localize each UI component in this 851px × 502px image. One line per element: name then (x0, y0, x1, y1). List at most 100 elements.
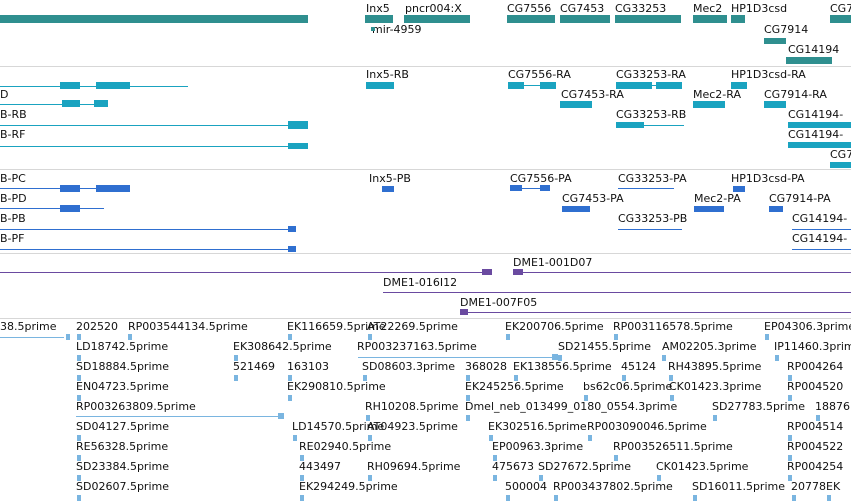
est-label[interactable]: RP004264 (787, 360, 844, 373)
est-feature[interactable] (77, 355, 81, 361)
protein-label[interactable]: B-PC (0, 172, 26, 185)
gene-feature[interactable] (404, 15, 470, 23)
est-feature[interactable] (77, 475, 81, 481)
clone-feature[interactable] (460, 309, 468, 315)
est-label[interactable]: AT22269.5prime (367, 320, 458, 333)
gene-feature[interactable] (365, 15, 393, 23)
est-feature[interactable] (234, 375, 238, 381)
transcript-exon[interactable] (62, 100, 80, 107)
est-label[interactable]: RE56328.5prime (76, 440, 169, 453)
est-label[interactable]: 45124 (621, 360, 656, 373)
est-feature[interactable] (466, 395, 470, 401)
clone-label[interactable]: DME1-007F05 (460, 296, 538, 309)
transcript-label[interactable]: CG7914-RA (764, 88, 827, 101)
est-feature[interactable] (77, 375, 81, 381)
est-label[interactable]: Dmel_neb_013499_0180_0554.3prime (465, 400, 678, 413)
protein-label[interactable]: B-PB (0, 212, 26, 225)
est-label[interactable]: SD16011.5prime (692, 480, 785, 493)
transcript-exon[interactable] (366, 82, 394, 89)
gene-label[interactable]: CG7914 (764, 23, 809, 36)
est-feature[interactable] (584, 395, 588, 401)
transcript-exon[interactable] (788, 122, 851, 128)
protein-feature[interactable] (769, 206, 783, 212)
est-label[interactable]: RH43895.5prime (668, 360, 762, 373)
est-label[interactable]: RP003544134.5prime (128, 320, 248, 333)
protein-label[interactable]: CG7914-PA (769, 192, 831, 205)
gene-feature[interactable] (615, 15, 681, 23)
est-label[interactable]: 475673 (492, 460, 534, 473)
est-label[interactable]: RE02940.5prime (299, 440, 392, 453)
est-label[interactable]: LD18742.5prime (76, 340, 169, 353)
clone-feature[interactable] (482, 269, 492, 275)
est-label[interactable]: SD04127.5prime (76, 420, 169, 433)
protein-feature[interactable] (288, 226, 296, 232)
est-feature[interactable] (77, 395, 81, 401)
est-label[interactable]: SD02607.5prime (76, 480, 169, 493)
protein-label[interactable]: CG7556-PA (510, 172, 572, 185)
est-label[interactable]: SD23384.5prime (76, 460, 169, 473)
est-label[interactable]: RP003237163.5prime (357, 340, 477, 353)
transcript-label[interactable]: CG7556-RA (508, 68, 571, 81)
protein-feature[interactable] (60, 185, 80, 192)
est-feature[interactable] (300, 455, 304, 461)
est-feature[interactable] (788, 435, 792, 441)
est-label[interactable]: RP003090046.5prime (587, 420, 707, 433)
est-feature[interactable] (657, 475, 661, 481)
est-feature[interactable] (788, 475, 792, 481)
transcript-label[interactable]: B-RB (0, 108, 27, 121)
est-feature[interactable] (775, 355, 779, 361)
est-feature[interactable] (788, 395, 792, 401)
est-label[interactable]: 368028 (465, 360, 507, 373)
transcript-label[interactable]: B-RF (0, 128, 26, 141)
est-feature[interactable] (614, 334, 618, 340)
gene-feature[interactable] (507, 15, 555, 23)
protein-label[interactable]: CG14194- (792, 212, 848, 225)
est-feature[interactable] (493, 475, 497, 481)
est-label[interactable]: AT04923.5prime (367, 420, 458, 433)
est-label[interactable]: SD18884.5prime (76, 360, 169, 373)
transcript-label[interactable]: CG33253-RA (616, 68, 686, 81)
protein-feature[interactable] (382, 186, 394, 192)
est-feature[interactable] (77, 435, 81, 441)
est-label[interactable]: bs62c06.5prime (583, 380, 673, 393)
gene-feature[interactable] (0, 15, 308, 23)
est-feature[interactable] (827, 495, 831, 501)
est-feature[interactable] (77, 334, 81, 340)
transcript-label[interactable]: CG33253-RB (616, 108, 687, 121)
est-feature[interactable] (288, 375, 292, 381)
protein-label[interactable]: CG7453-PA (562, 192, 624, 205)
est-label[interactable]: SD21455.5prime (558, 340, 651, 353)
protein-feature[interactable] (540, 185, 550, 191)
protein-label[interactable]: HP1D3csd-PA (731, 172, 805, 185)
est-label[interactable]: 20778 (791, 480, 826, 493)
protein-label[interactable]: CG33253-PB (618, 212, 688, 225)
est-label[interactable]: RH09694.5prime (367, 460, 461, 473)
est-label[interactable]: EK302516.5prime (488, 420, 587, 433)
gene-label[interactable]: CG14194 (788, 43, 840, 56)
gene-feature[interactable] (731, 15, 745, 23)
protein-feature[interactable] (733, 186, 745, 192)
transcript-exon[interactable] (764, 101, 786, 108)
est-feature[interactable] (816, 415, 820, 421)
est-label[interactable]: EK138556.5prime (513, 360, 612, 373)
est-feature[interactable] (366, 415, 370, 421)
est-label[interactable]: CK01423.5prime (656, 460, 749, 473)
est-feature[interactable] (693, 495, 697, 501)
est-feature[interactable] (788, 455, 792, 461)
est-feature[interactable] (558, 355, 562, 361)
protein-feature[interactable] (96, 185, 130, 192)
est-label[interactable]: LD14570.5prime (292, 420, 385, 433)
transcript-exon[interactable] (616, 122, 644, 128)
est-feature[interactable] (788, 375, 792, 381)
est-feature[interactable] (128, 334, 132, 340)
est-feature[interactable] (466, 415, 470, 421)
est-feature[interactable] (77, 455, 81, 461)
est-label[interactable]: 18876 (815, 400, 850, 413)
transcript-label[interactable]: CG7 (830, 148, 851, 161)
est-feature[interactable] (614, 455, 618, 461)
est-label[interactable]: 500004 (505, 480, 547, 493)
protein-feature[interactable] (288, 246, 296, 252)
transcript-exon[interactable] (288, 121, 308, 129)
protein-feature[interactable] (510, 185, 522, 191)
protein-feature[interactable] (694, 206, 724, 212)
